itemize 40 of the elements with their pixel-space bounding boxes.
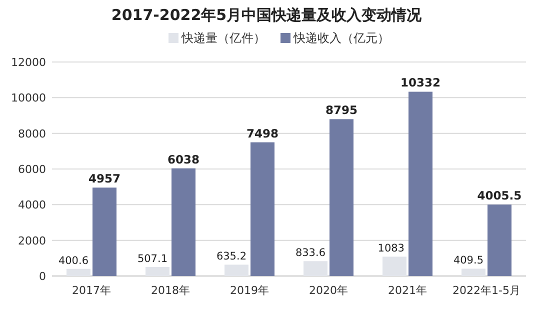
x-tick-label: 2021年 bbox=[388, 284, 427, 297]
x-tick-label: 2019年 bbox=[230, 284, 269, 297]
bar bbox=[304, 261, 328, 276]
data-label: 8795 bbox=[325, 103, 358, 118]
bar bbox=[382, 256, 406, 276]
x-tick-label: 2020年 bbox=[309, 284, 348, 297]
bar bbox=[408, 92, 432, 276]
x-tick-label: 2018年 bbox=[151, 284, 190, 297]
data-label: 400.6 bbox=[58, 254, 89, 267]
bar bbox=[66, 268, 90, 276]
data-label: 10332 bbox=[400, 76, 441, 90]
chart-title: 2017-2022年5月中国快递量及收入变动情况 bbox=[111, 6, 423, 24]
y-tick-label: 12000 bbox=[11, 56, 46, 69]
y-tick-label: 2000 bbox=[18, 234, 46, 248]
data-label: 4005.5 bbox=[477, 188, 522, 203]
data-label: 507.1 bbox=[137, 252, 168, 265]
y-tick-label: 10000 bbox=[11, 92, 46, 105]
bar bbox=[172, 168, 196, 276]
bar bbox=[92, 188, 116, 276]
y-tick-label: 0 bbox=[39, 270, 46, 283]
x-tick-label: 2022年1-5月 bbox=[452, 284, 520, 297]
y-tick-label: 8000 bbox=[18, 127, 46, 140]
data-label: 1083 bbox=[378, 242, 404, 255]
data-label: 4957 bbox=[88, 172, 121, 186]
data-label: 833.6 bbox=[295, 247, 326, 260]
y-tick-label: 4000 bbox=[18, 198, 46, 212]
bar bbox=[330, 119, 354, 276]
data-label: 635.2 bbox=[216, 250, 246, 263]
bar bbox=[250, 142, 274, 276]
data-label: 7498 bbox=[246, 126, 279, 140]
legend-label: 快递收入（亿元） bbox=[292, 31, 390, 45]
bar bbox=[488, 204, 512, 276]
data-label: 6038 bbox=[167, 152, 200, 166]
bar bbox=[462, 268, 486, 276]
bar bbox=[146, 266, 170, 276]
bar bbox=[224, 264, 248, 276]
data-label: 409.5 bbox=[453, 254, 484, 267]
x-tick-label: 2017年 bbox=[72, 284, 111, 297]
y-tick-label: 6000 bbox=[18, 163, 46, 176]
legend-label: 快递量（亿件） bbox=[180, 31, 266, 45]
